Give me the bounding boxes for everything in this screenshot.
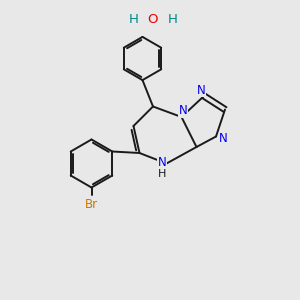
- Text: N: N: [158, 155, 166, 169]
- Text: N: N: [196, 83, 206, 97]
- Text: O: O: [148, 13, 158, 26]
- Text: H: H: [158, 169, 166, 179]
- Text: Br: Br: [85, 197, 98, 211]
- Text: H: H: [168, 13, 177, 26]
- Text: N: N: [219, 131, 228, 145]
- Text: H: H: [129, 13, 138, 26]
- Text: N: N: [178, 104, 188, 118]
